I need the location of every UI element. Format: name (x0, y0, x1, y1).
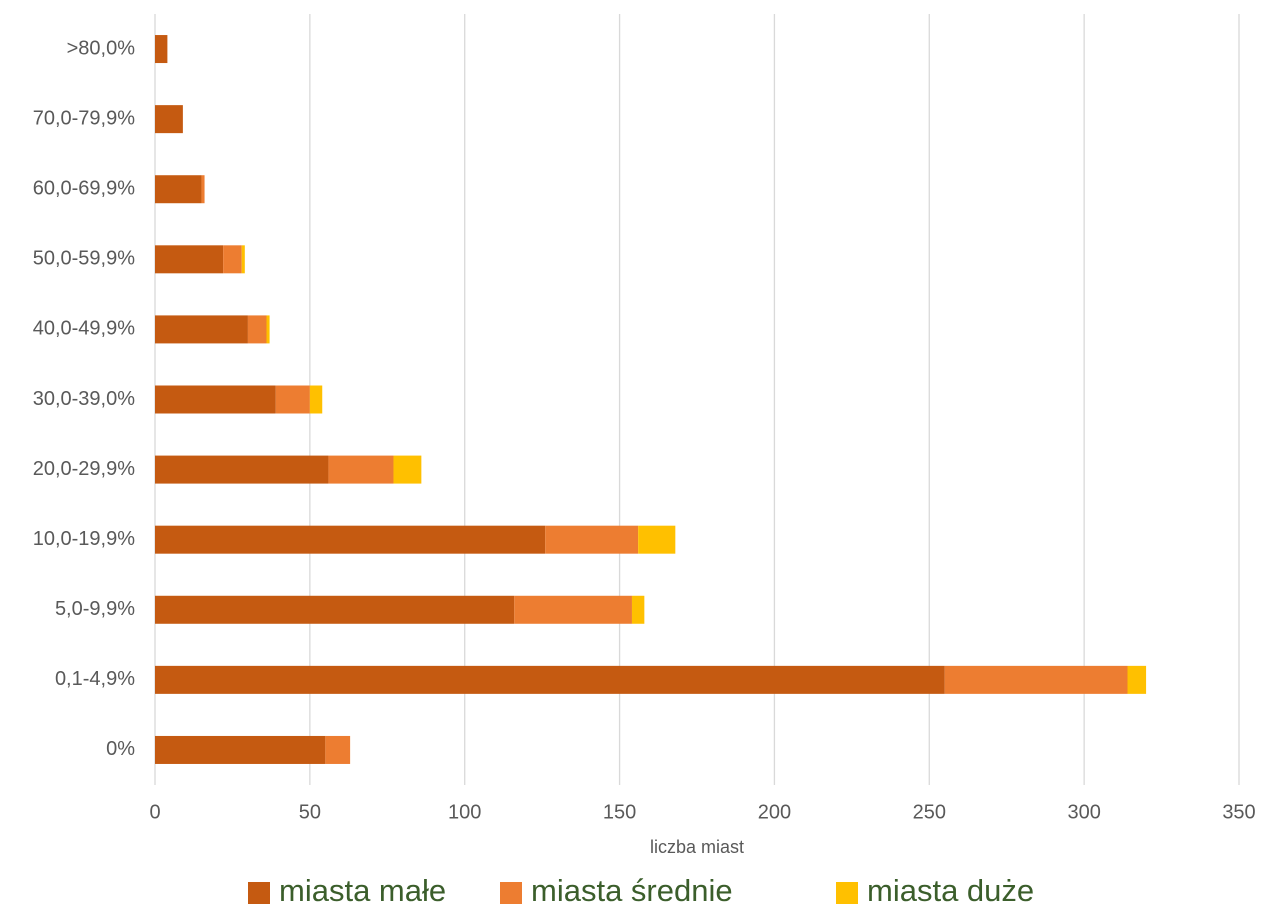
bar-segment (155, 455, 329, 484)
bar-segment (155, 735, 326, 764)
bar-segment (638, 525, 676, 554)
bar-segment (155, 595, 515, 624)
y-tick-label: 0% (106, 738, 135, 760)
bar-segment (266, 315, 270, 344)
bar-segment (155, 245, 224, 274)
y-tick-label: 60,0-69,9% (33, 178, 136, 200)
bar-segment (201, 175, 205, 204)
legend-swatch (836, 882, 858, 904)
y-tick-label: 0,1-4,9% (55, 668, 135, 690)
x-tick-label: 200 (758, 801, 791, 823)
x-axis-title: liczba miast (650, 837, 744, 857)
legend-label: miasta małe (279, 873, 446, 908)
legend-swatch (248, 882, 270, 904)
y-tick-label: 30,0-39,0% (33, 388, 136, 410)
bar-segment (545, 525, 639, 554)
x-tick-label: 100 (448, 801, 481, 823)
y-tick-label: 20,0-29,9% (33, 458, 136, 480)
bar-segment (155, 105, 183, 134)
x-tick-label: 50 (299, 801, 321, 823)
bar-segment (514, 595, 632, 624)
x-tick-label: 0 (149, 801, 160, 823)
x-tick-label: 300 (1067, 801, 1100, 823)
bar-segment (247, 315, 267, 344)
bar-segment (944, 665, 1128, 694)
bar-segment (325, 735, 351, 764)
y-tick-label: 10,0-19,9% (33, 528, 136, 550)
bar-segment (275, 385, 310, 414)
bar-segment (1127, 665, 1147, 694)
legend-label: miasta średnie (531, 873, 733, 908)
y-tick-label: 70,0-79,9% (33, 107, 136, 129)
bar-segment (393, 455, 422, 484)
legend-swatch (500, 882, 522, 904)
bar-segment (155, 35, 168, 64)
bar-segment (631, 595, 645, 624)
bar-segment (155, 175, 202, 204)
x-tick-label: 150 (603, 801, 636, 823)
x-tick-label: 350 (1222, 801, 1255, 823)
bar-segment (223, 245, 242, 274)
y-tick-label: >80,0% (67, 37, 136, 59)
bar-segment (155, 665, 945, 694)
x-tick-label: 250 (913, 801, 946, 823)
y-tick-label: 50,0-59,9% (33, 248, 136, 270)
bar-segment (155, 315, 248, 344)
bar-segment (155, 385, 276, 414)
legend-label: miasta duże (867, 873, 1034, 908)
bar-segment (328, 455, 394, 484)
bar-segment (241, 245, 245, 274)
y-tick-label: 5,0-9,9% (55, 598, 135, 620)
y-tick-label: 40,0-49,9% (33, 318, 136, 340)
bar-segment (309, 385, 323, 414)
bar-segment (155, 525, 546, 554)
